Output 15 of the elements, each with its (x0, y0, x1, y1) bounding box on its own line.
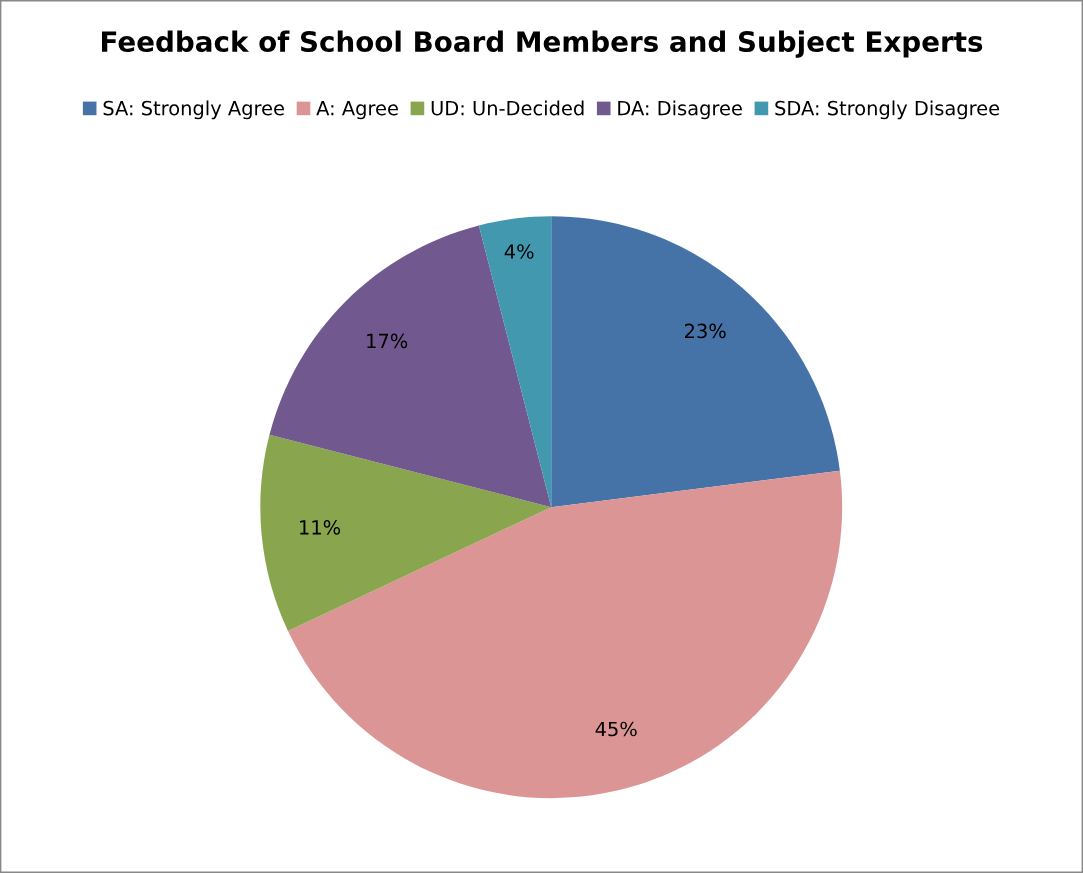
data-label: 45% (595, 721, 637, 737)
pie-slice (551, 216, 840, 508)
legend-label: A: Agree (316, 101, 398, 120)
pie-slice (260, 434, 552, 632)
data-label: 4% (504, 244, 534, 259)
data-label: 17% (367, 333, 408, 349)
data-label: 23% (684, 323, 726, 339)
legend-label: SDA: Strongly Disagree (775, 100, 1000, 120)
legend-label: UD: Un-Decided (431, 100, 584, 116)
data-label: 11% (300, 520, 341, 535)
chart-title: Feedback of School Board Members and Subject Experts (102, 30, 983, 58)
pie-slice (269, 225, 552, 508)
pie-slice (288, 470, 843, 799)
legend-label: DA: Disagree (618, 100, 742, 120)
legend-label: SA: Strongly Agree (103, 100, 284, 120)
